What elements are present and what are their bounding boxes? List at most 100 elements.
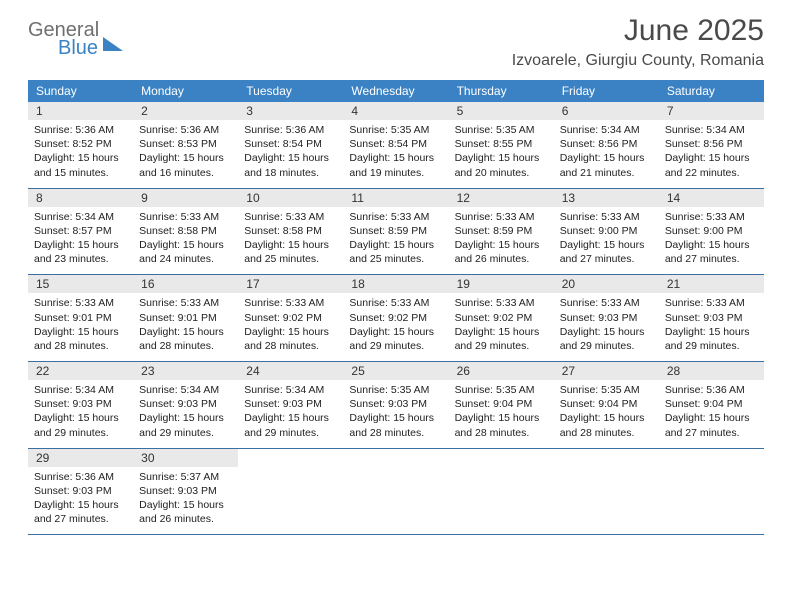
sunrise-text: Sunrise: 5:33 AM [665,296,758,310]
day-number: 8 [28,189,133,207]
day-content [238,467,343,529]
day-number: 6 [554,102,659,120]
day-cell: 16Sunrise: 5:33 AMSunset: 9:01 PMDayligh… [133,275,238,361]
day-cell: 10Sunrise: 5:33 AMSunset: 8:58 PMDayligh… [238,189,343,275]
day-cell [659,449,764,535]
day-number: 21 [659,275,764,293]
daylight-text: Daylight: 15 hours and 29 minutes. [665,325,758,353]
sunset-text: Sunset: 9:01 PM [139,311,232,325]
sunrise-text: Sunrise: 5:36 AM [244,123,337,137]
day-content: Sunrise: 5:33 AMSunset: 9:03 PMDaylight:… [659,293,764,361]
day-content [659,467,764,529]
day-cell: 15Sunrise: 5:33 AMSunset: 9:01 PMDayligh… [28,275,133,361]
sunrise-text: Sunrise: 5:37 AM [139,470,232,484]
empty-day [659,449,764,467]
weekday-header-row: Sunday Monday Tuesday Wednesday Thursday… [28,80,764,102]
day-number: 17 [238,275,343,293]
sunrise-text: Sunrise: 5:34 AM [139,383,232,397]
sunrise-text: Sunrise: 5:33 AM [34,296,127,310]
day-number: 4 [343,102,448,120]
sunrise-text: Sunrise: 5:33 AM [349,296,442,310]
daylight-text: Daylight: 15 hours and 20 minutes. [455,151,548,179]
week-row: 1Sunrise: 5:36 AMSunset: 8:52 PMDaylight… [28,102,764,189]
day-number: 14 [659,189,764,207]
day-content [343,467,448,529]
day-content: Sunrise: 5:35 AMSunset: 9:03 PMDaylight:… [343,380,448,448]
day-number: 10 [238,189,343,207]
day-content: Sunrise: 5:36 AMSunset: 9:03 PMDaylight:… [28,467,133,535]
day-cell: 8Sunrise: 5:34 AMSunset: 8:57 PMDaylight… [28,189,133,275]
day-content: Sunrise: 5:33 AMSunset: 9:02 PMDaylight:… [343,293,448,361]
sunset-text: Sunset: 8:56 PM [665,137,758,151]
day-content: Sunrise: 5:35 AMSunset: 9:04 PMDaylight:… [554,380,659,448]
sunrise-text: Sunrise: 5:33 AM [560,296,653,310]
daylight-text: Daylight: 15 hours and 19 minutes. [349,151,442,179]
day-cell: 18Sunrise: 5:33 AMSunset: 9:02 PMDayligh… [343,275,448,361]
day-content: Sunrise: 5:34 AMSunset: 8:56 PMDaylight:… [659,120,764,188]
week-row: 15Sunrise: 5:33 AMSunset: 9:01 PMDayligh… [28,275,764,362]
day-content: Sunrise: 5:35 AMSunset: 8:55 PMDaylight:… [449,120,554,188]
day-content: Sunrise: 5:37 AMSunset: 9:03 PMDaylight:… [133,467,238,535]
daylight-text: Daylight: 15 hours and 22 minutes. [665,151,758,179]
day-cell: 5Sunrise: 5:35 AMSunset: 8:55 PMDaylight… [449,102,554,188]
daylight-text: Daylight: 15 hours and 24 minutes. [139,238,232,266]
day-number: 24 [238,362,343,380]
daylight-text: Daylight: 15 hours and 15 minutes. [34,151,127,179]
day-number: 20 [554,275,659,293]
day-number: 30 [133,449,238,467]
sunrise-text: Sunrise: 5:33 AM [455,210,548,224]
day-content: Sunrise: 5:33 AMSunset: 9:02 PMDaylight:… [449,293,554,361]
sunrise-text: Sunrise: 5:33 AM [244,210,337,224]
empty-day [238,449,343,467]
daylight-text: Daylight: 15 hours and 26 minutes. [455,238,548,266]
daylight-text: Daylight: 15 hours and 28 minutes. [560,411,653,439]
day-cell: 28Sunrise: 5:36 AMSunset: 9:04 PMDayligh… [659,362,764,448]
day-number: 9 [133,189,238,207]
day-cell: 20Sunrise: 5:33 AMSunset: 9:03 PMDayligh… [554,275,659,361]
day-cell: 14Sunrise: 5:33 AMSunset: 9:00 PMDayligh… [659,189,764,275]
day-cell: 7Sunrise: 5:34 AMSunset: 8:56 PMDaylight… [659,102,764,188]
sunrise-text: Sunrise: 5:35 AM [560,383,653,397]
day-number: 2 [133,102,238,120]
day-cell: 27Sunrise: 5:35 AMSunset: 9:04 PMDayligh… [554,362,659,448]
day-cell: 13Sunrise: 5:33 AMSunset: 9:00 PMDayligh… [554,189,659,275]
day-content: Sunrise: 5:36 AMSunset: 8:54 PMDaylight:… [238,120,343,188]
weekday-header: Friday [554,80,659,102]
day-content [449,467,554,529]
sunset-text: Sunset: 9:04 PM [665,397,758,411]
daylight-text: Daylight: 15 hours and 27 minutes. [560,238,653,266]
sunrise-text: Sunrise: 5:33 AM [244,296,337,310]
sunrise-text: Sunrise: 5:35 AM [349,383,442,397]
daylight-text: Daylight: 15 hours and 25 minutes. [349,238,442,266]
sunset-text: Sunset: 9:03 PM [560,311,653,325]
day-content [554,467,659,529]
sunrise-text: Sunrise: 5:36 AM [34,123,127,137]
logo-line2: Blue [58,38,99,58]
sunrise-text: Sunrise: 5:36 AM [665,383,758,397]
day-cell: 22Sunrise: 5:34 AMSunset: 9:03 PMDayligh… [28,362,133,448]
day-cell [449,449,554,535]
daylight-text: Daylight: 15 hours and 29 minutes. [349,325,442,353]
daylight-text: Daylight: 15 hours and 28 minutes. [349,411,442,439]
weekday-header: Saturday [659,80,764,102]
sunset-text: Sunset: 9:03 PM [139,484,232,498]
empty-day [449,449,554,467]
day-cell: 1Sunrise: 5:36 AMSunset: 8:52 PMDaylight… [28,102,133,188]
daylight-text: Daylight: 15 hours and 28 minutes. [139,325,232,353]
sunset-text: Sunset: 8:54 PM [244,137,337,151]
daylight-text: Daylight: 15 hours and 29 minutes. [455,325,548,353]
day-content: Sunrise: 5:33 AMSunset: 9:01 PMDaylight:… [28,293,133,361]
daylight-text: Daylight: 15 hours and 27 minutes. [665,411,758,439]
day-cell: 4Sunrise: 5:35 AMSunset: 8:54 PMDaylight… [343,102,448,188]
header: General Blue June 2025 Izvoarele, Giurgi… [28,14,764,70]
day-content: Sunrise: 5:34 AMSunset: 8:56 PMDaylight:… [554,120,659,188]
day-number: 11 [343,189,448,207]
week-row: 29Sunrise: 5:36 AMSunset: 9:03 PMDayligh… [28,449,764,536]
day-content: Sunrise: 5:33 AMSunset: 9:00 PMDaylight:… [659,207,764,275]
daylight-text: Daylight: 15 hours and 29 minutes. [34,411,127,439]
day-cell: 17Sunrise: 5:33 AMSunset: 9:02 PMDayligh… [238,275,343,361]
day-content: Sunrise: 5:36 AMSunset: 8:53 PMDaylight:… [133,120,238,188]
sunset-text: Sunset: 9:02 PM [244,311,337,325]
sunset-text: Sunset: 8:53 PM [139,137,232,151]
sunset-text: Sunset: 9:03 PM [349,397,442,411]
